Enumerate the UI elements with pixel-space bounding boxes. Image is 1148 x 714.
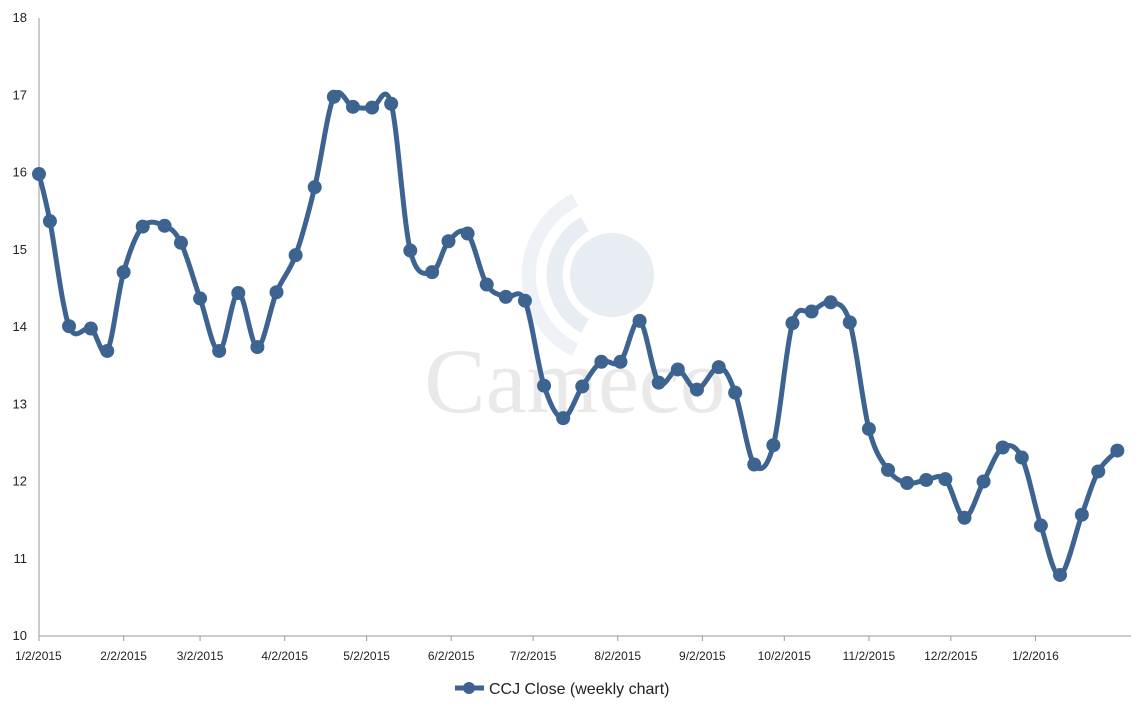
y-tick-label: 18 <box>13 10 27 25</box>
y-tick-label: 15 <box>13 242 27 257</box>
data-point <box>919 472 934 487</box>
x-tick-label: 7/2/2015 <box>510 649 557 663</box>
data-point <box>1053 567 1068 582</box>
data-point <box>250 340 265 355</box>
data-point <box>689 382 704 397</box>
watermark-logo-arc-inner <box>546 216 590 334</box>
data-point <box>231 286 246 301</box>
data-point <box>441 234 456 249</box>
y-tick-label: 13 <box>13 396 27 411</box>
x-tick-label: 2/2/2015 <box>100 649 147 663</box>
data-point <box>804 304 819 319</box>
data-point <box>766 438 781 453</box>
data-point <box>32 167 46 182</box>
y-tick-label: 16 <box>13 165 27 180</box>
y-tick-label: 17 <box>13 87 27 102</box>
y-tick-label: 12 <box>13 474 27 489</box>
y-tick-label: 11 <box>14 551 28 566</box>
data-point <box>823 295 838 310</box>
x-tick-label: 4/2/2015 <box>261 649 308 663</box>
data-point <box>651 375 666 390</box>
data-point <box>212 343 227 358</box>
data-point <box>613 354 628 369</box>
y-tick-label: 10 <box>13 628 27 643</box>
data-point <box>1014 450 1029 465</box>
data-point <box>425 265 440 280</box>
data-point <box>747 457 762 472</box>
data-point <box>938 472 953 487</box>
data-point <box>135 219 150 234</box>
data-point <box>976 474 991 489</box>
data-point <box>403 243 418 258</box>
data-point <box>269 285 284 300</box>
data-point <box>83 321 98 336</box>
x-tick-label: 1/2/2015 <box>15 649 62 663</box>
data-point <box>881 462 896 477</box>
data-point <box>365 100 380 115</box>
data-point <box>100 343 115 358</box>
data-point <box>1110 443 1125 458</box>
data-point <box>193 291 208 306</box>
legend: CCJ Close (weekly chart) <box>455 681 669 698</box>
data-point <box>537 378 552 393</box>
data-point <box>62 319 77 334</box>
data-point <box>670 362 685 377</box>
data-point <box>575 379 590 394</box>
data-point <box>861 421 876 436</box>
x-tick-label: 6/2/2015 <box>428 649 475 663</box>
x-tick-label: 12/2/2015 <box>924 649 978 663</box>
data-point <box>1033 518 1048 533</box>
x-tick-label: 3/2/2015 <box>177 649 224 663</box>
data-point <box>632 313 647 328</box>
data-point <box>307 180 322 195</box>
data-point <box>556 411 571 426</box>
x-tick-label: 9/2/2015 <box>679 649 726 663</box>
data-point <box>995 440 1010 455</box>
data-point <box>345 99 360 114</box>
data-point <box>479 277 494 292</box>
data-point <box>116 265 131 280</box>
data-point <box>157 218 172 233</box>
data-point <box>326 89 341 104</box>
data-point <box>498 289 513 304</box>
cameco-watermark: Cameco <box>424 193 726 432</box>
watermark-text: Cameco <box>424 330 725 432</box>
x-tick-label: 8/2/2015 <box>594 649 641 663</box>
x-tick-label: 11/2/2015 <box>843 649 896 663</box>
data-point <box>785 316 800 331</box>
watermark-logo-arc-outer <box>521 193 579 357</box>
data-point <box>1074 507 1089 522</box>
data-point <box>594 354 609 369</box>
data-point <box>711 360 726 375</box>
data-point <box>42 214 57 229</box>
legend-marker-icon <box>463 682 475 694</box>
x-tick-label: 10/2/2015 <box>758 649 812 663</box>
data-point <box>900 476 915 491</box>
data-point <box>1091 464 1106 479</box>
data-point <box>288 248 303 263</box>
y-tick-label: 14 <box>13 319 27 334</box>
data-point <box>517 293 532 308</box>
data-point <box>460 226 475 241</box>
data-point <box>173 235 188 250</box>
watermark-logo-dot <box>570 233 654 317</box>
x-tick-label: 5/2/2015 <box>343 649 390 663</box>
data-point <box>728 385 743 400</box>
x-tick-label: 1/2/2016 <box>1012 649 1059 663</box>
data-point <box>957 510 972 525</box>
legend-label: CCJ Close (weekly chart) <box>489 681 669 698</box>
data-point <box>842 315 857 330</box>
data-point <box>384 96 399 111</box>
